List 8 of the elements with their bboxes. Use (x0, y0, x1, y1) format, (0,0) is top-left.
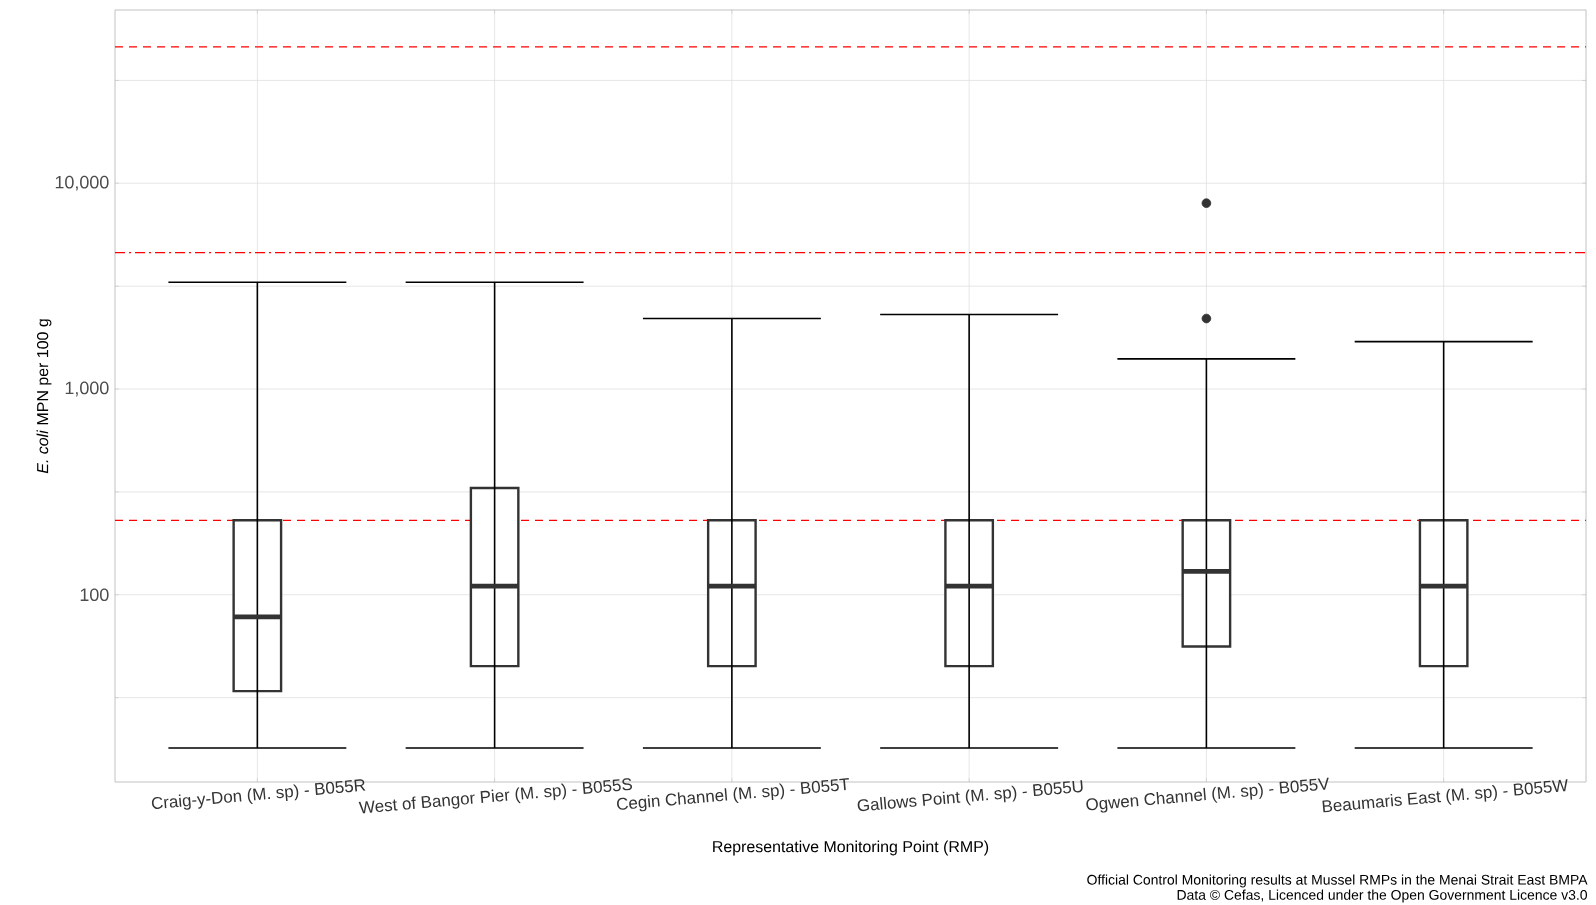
y-tick-label: 10,000 (55, 175, 109, 191)
x-axis-title: Representative Monitoring Point (RMP) (713, 840, 989, 856)
y-axis-title: E. coli MPN per 100 g (36, 319, 52, 474)
y-tick-label: 100 (80, 588, 109, 602)
text: Official Control Monitoring results at Mussel RMPs in the Menai Strait East BMPA (1087, 874, 1588, 888)
y-tick-label: 1,000 (65, 381, 109, 397)
text: Data © Cefas, Licenced under the Open Government Licence v3.0 (1177, 889, 1588, 903)
x-tick-label: Gallows Point (M. sp) - B055U (857, 780, 1083, 812)
